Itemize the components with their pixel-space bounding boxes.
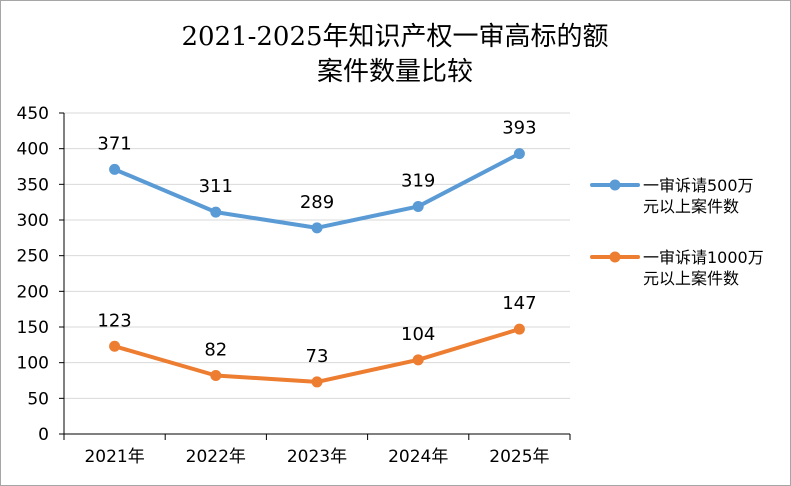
data-point <box>412 200 424 212</box>
plot-area: 0 50 100 150 200 250 300 350 400 450 2021年 2022年 202… <box>17 104 571 467</box>
x-tick-label: 2025年 <box>489 447 549 467</box>
y-tick-label: 450 <box>17 104 49 124</box>
data-point <box>311 222 323 234</box>
y-tick-label: 0 <box>38 425 49 445</box>
data-label: 73 <box>306 346 329 367</box>
y-tick-label: 350 <box>17 175 49 195</box>
data-label: 104 <box>401 324 435 345</box>
data-label: 82 <box>204 340 227 361</box>
x-tick-label: 2022年 <box>186 447 246 467</box>
series-line-1 <box>112 151 522 230</box>
legend-marker-1 <box>609 179 621 191</box>
data-point <box>109 340 121 352</box>
data-point <box>210 370 222 382</box>
data-point <box>412 354 424 366</box>
data-label: 289 <box>300 192 334 213</box>
data-label: 319 <box>401 170 435 191</box>
legend-label-1: 元以上案件数 <box>643 197 739 216</box>
y-tick-label: 250 <box>17 247 49 267</box>
data-point <box>109 163 121 175</box>
chart-title: 2021-2025年知识产权一审高标的额 案件数量比较 <box>181 22 608 87</box>
legend-label-2: 元以上案件数 <box>643 269 739 288</box>
y-tick-label: 50 <box>27 389 49 409</box>
y-tick-label: 100 <box>17 354 49 374</box>
chart-title-line-1: 2021-2025年知识产权一审高标的额 <box>181 22 608 52</box>
x-tick-label: 2024年 <box>388 447 448 467</box>
legend-marker-2 <box>609 251 621 263</box>
data-label: 123 <box>97 310 131 331</box>
chart-title-line-2: 案件数量比较 <box>317 57 473 87</box>
y-tick-label: 400 <box>17 140 49 160</box>
y-tick-label: 200 <box>17 282 49 302</box>
data-label: 311 <box>199 176 233 197</box>
x-tick-label: 2021年 <box>84 447 144 467</box>
data-label: 371 <box>97 133 131 154</box>
data-point <box>210 206 222 218</box>
y-tick-label: 150 <box>17 318 49 338</box>
data-point <box>513 323 525 335</box>
legend-label-2: 一审诉请1000万 <box>643 248 764 267</box>
data-label: 147 <box>502 293 536 314</box>
y-tick-label: 300 <box>17 211 49 231</box>
legend-label-1: 一审诉请500万 <box>643 176 754 195</box>
data-point <box>311 376 323 388</box>
data-point <box>513 148 525 160</box>
data-label: 393 <box>502 118 536 139</box>
x-tick-label: 2023年 <box>287 447 347 467</box>
